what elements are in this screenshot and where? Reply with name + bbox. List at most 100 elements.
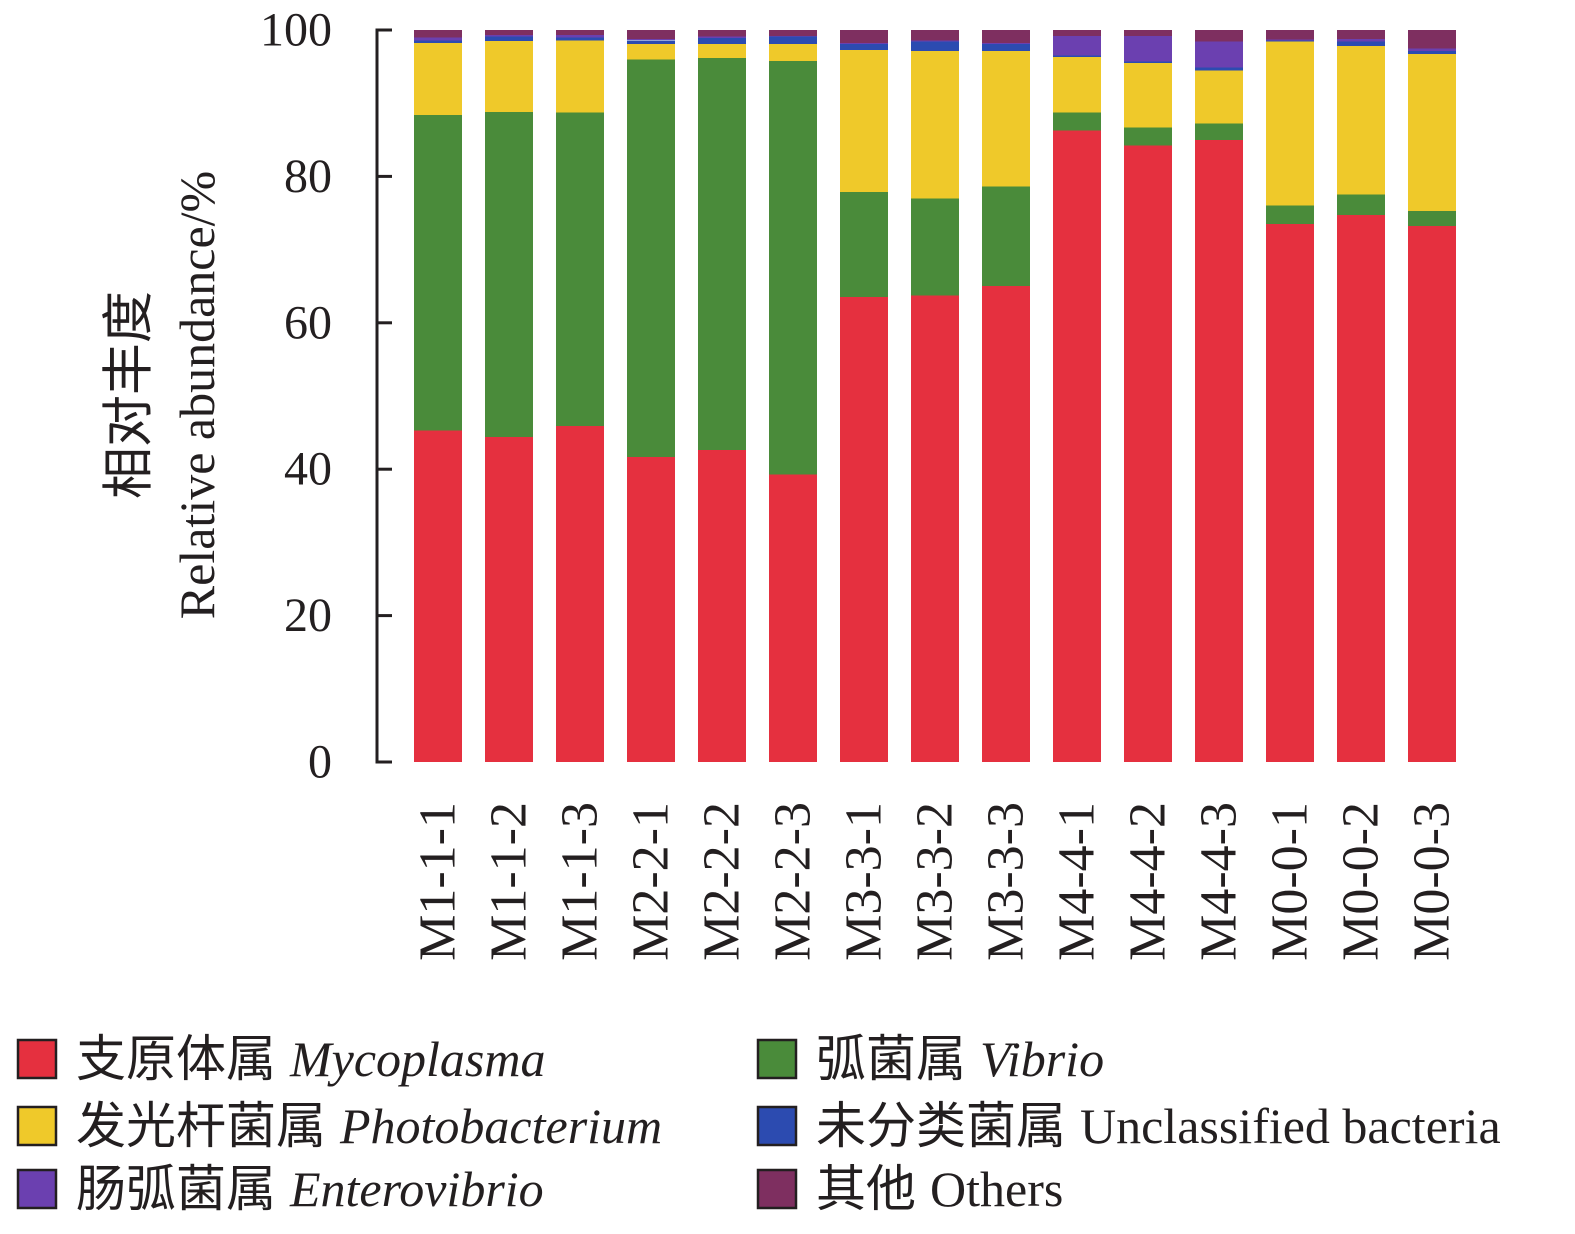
- bar-m2-2-3: [769, 30, 817, 762]
- bar-segment-enterovibrio: [1337, 38, 1385, 42]
- legend-label-latin: Others: [930, 1161, 1063, 1217]
- bar-segment-mycoplasma: [1337, 215, 1385, 762]
- legend-label: 未分类菌属 Unclassified bacteria: [816, 1098, 1501, 1154]
- bar-segment-mycoplasma: [627, 456, 675, 762]
- bar-m3-3-1: [840, 30, 888, 762]
- bar-segment-enterovibrio: [840, 43, 888, 44]
- legend-item-enterovibrio: 肠弧菌属 Enterovibrio: [16, 1161, 544, 1217]
- bar-segment-vibrio: [1408, 210, 1456, 227]
- bar-segment-others: [769, 30, 817, 36]
- bar-segment-enterovibrio: [698, 36, 746, 39]
- bar-segment-unclassified-bacteria: [698, 38, 746, 44]
- y-tick-label: 60: [284, 296, 332, 349]
- bar-segment-vibrio: [556, 112, 604, 427]
- bar-segment-others: [1124, 30, 1172, 36]
- legend-item-vibrio: 弧菌属 Vibrio: [756, 1031, 1104, 1087]
- bar-m1-1-3: [556, 30, 604, 762]
- bar-segment-others: [1266, 30, 1314, 40]
- x-tick-label: M2-2-1: [623, 802, 680, 961]
- legend-label-latin: Mycoplasma: [289, 1031, 546, 1087]
- bar-m0-0-3: [1408, 30, 1456, 762]
- bar-segment-unclassified-bacteria: [1053, 55, 1101, 58]
- x-tick-label: M3-3-1: [836, 802, 893, 961]
- bar-segment-photobacterium: [1408, 54, 1456, 211]
- bar-segment-unclassified-bacteria: [485, 36, 533, 41]
- bar-segment-enterovibrio: [1408, 48, 1456, 52]
- bar-segment-vibrio: [627, 59, 675, 457]
- bar-segment-vibrio: [1337, 194, 1385, 216]
- bar-segment-mycoplasma: [556, 426, 604, 762]
- legend-label-latin: Vibrio: [980, 1031, 1104, 1087]
- bar-m0-0-1: [1266, 30, 1314, 763]
- bar-segment-mycoplasma: [769, 474, 817, 762]
- bar-segment-photobacterium: [982, 51, 1030, 187]
- bar-segment-vibrio: [911, 198, 959, 296]
- bar-segment-mycoplasma: [1266, 223, 1314, 763]
- legend: 支原体属 Mycoplasma 弧菌属 Vibrio 发光杆菌属 Photobacteri…: [16, 1031, 1501, 1217]
- legend-label-cn: 支原体属: [76, 1031, 276, 1087]
- x-tick-label: M4-4-1: [1049, 802, 1106, 961]
- bar-segment-enterovibrio: [1053, 35, 1101, 56]
- bar-segment-enterovibrio: [627, 38, 675, 41]
- bar-segment-photobacterium: [840, 49, 888, 192]
- bar-segment-unclassified-bacteria: [627, 40, 675, 44]
- legend-label-latin: Photobacterium: [339, 1098, 662, 1154]
- legend-label-cn: 发光杆菌属: [76, 1098, 326, 1154]
- bar-segment-mycoplasma: [1053, 130, 1101, 762]
- x-tick-label: M0-0-3: [1404, 802, 1461, 961]
- bar-segment-vibrio: [1195, 123, 1243, 140]
- bar-segment-photobacterium: [414, 43, 462, 115]
- y-axis-title-cn: 相对丰度: [102, 291, 159, 499]
- bar-segment-unclassified-bacteria: [414, 40, 462, 44]
- y-ticks: 0 20 40 60 80 100: [260, 4, 392, 789]
- bar-m4-4-1: [1053, 30, 1101, 762]
- legend-label-cn: 其他: [816, 1161, 916, 1217]
- legend-label: 肠弧菌属 Enterovibrio: [76, 1161, 544, 1217]
- bar-segment-enterovibrio: [911, 40, 959, 42]
- bar-segment-others: [627, 30, 675, 39]
- bar-segment-photobacterium: [769, 43, 817, 61]
- x-tick-label: M3-3-2: [907, 802, 964, 961]
- bar-m1-1-1: [414, 30, 462, 762]
- bar-segment-vibrio: [982, 186, 1030, 287]
- bar-segment-unclassified-bacteria: [1266, 40, 1314, 42]
- bar-segment-vibrio: [1053, 112, 1101, 131]
- bar-segment-mycoplasma: [1195, 139, 1243, 763]
- bar-segment-unclassified-bacteria: [556, 37, 604, 41]
- legend-item-others: 其他 Others: [756, 1161, 1063, 1217]
- bar-segment-vibrio: [1266, 205, 1314, 224]
- bar-m3-3-3: [982, 30, 1030, 762]
- bar-segment-others: [982, 30, 1030, 44]
- legend-label-latin: Unclassified bacteria: [1080, 1098, 1501, 1154]
- bar-segment-unclassified-bacteria: [769, 36, 817, 44]
- bar-segment-unclassified-bacteria: [911, 41, 959, 52]
- legend-label-latin: Enterovibrio: [289, 1161, 544, 1217]
- bar-segment-unclassified-bacteria: [1408, 51, 1456, 55]
- bar-m4-4-3: [1195, 30, 1243, 763]
- bars-layer: [414, 30, 1456, 763]
- bar-segment-photobacterium: [556, 40, 604, 113]
- legend-swatch: [16, 1105, 58, 1147]
- bar-segment-photobacterium: [1124, 62, 1172, 128]
- bar-segment-unclassified-bacteria: [982, 43, 1030, 52]
- bar-segment-enterovibrio: [1124, 35, 1172, 62]
- bar-segment-vibrio: [769, 60, 817, 475]
- x-tick-label: M4-4-2: [1120, 802, 1177, 961]
- bar-segment-others: [556, 30, 604, 36]
- x-tick-label: M2-2-3: [765, 802, 822, 961]
- x-tick-label: M4-4-3: [1191, 802, 1248, 961]
- bar-segment-unclassified-bacteria: [1195, 67, 1243, 71]
- bar-segment-mycoplasma: [982, 286, 1030, 762]
- legend-label: 其他 Others: [816, 1161, 1063, 1217]
- bar-segment-others: [911, 30, 959, 41]
- bar-segment-mycoplasma: [1124, 145, 1172, 762]
- legend-swatch: [756, 1038, 798, 1080]
- bar-segment-vibrio: [840, 191, 888, 298]
- bar-segment-others: [414, 30, 462, 38]
- bar-segment-unclassified-bacteria: [840, 43, 888, 50]
- bar-segment-vibrio: [1124, 127, 1172, 146]
- bar-segment-mycoplasma: [840, 297, 888, 762]
- y-tick-label: 20: [284, 589, 332, 642]
- bar-segment-vibrio: [414, 114, 462, 431]
